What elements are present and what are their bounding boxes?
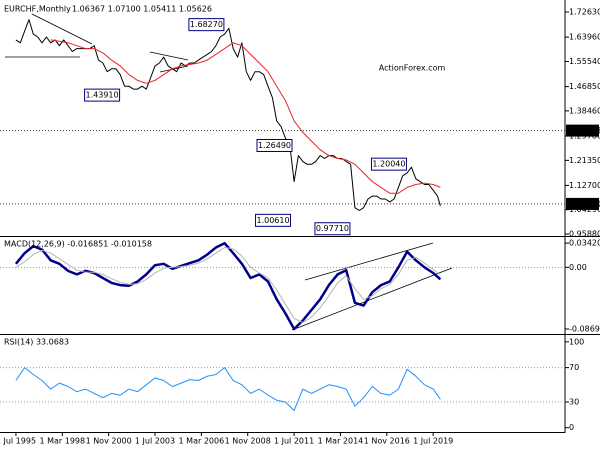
annotation-label: 1.26490 bbox=[258, 141, 291, 150]
trendline bbox=[159, 65, 189, 73]
x-tick-label: 1 Nov 2008 bbox=[225, 437, 271, 446]
y-tick-label: 0.00 bbox=[569, 263, 587, 272]
y-tick-label: 0.034203 bbox=[569, 239, 600, 248]
y-tick-label: 1.63960 bbox=[569, 33, 600, 42]
annotation-label: 0.97710 bbox=[316, 224, 349, 233]
y-tick-label: 1.12700 bbox=[569, 181, 600, 190]
y-tick-label: 1.55540 bbox=[569, 57, 600, 66]
annotation-box bbox=[84, 88, 121, 102]
level-box bbox=[566, 124, 599, 137]
trendline bbox=[149, 51, 189, 61]
y-tick-label: 0 bbox=[569, 423, 574, 432]
y-tick-label: 30 bbox=[569, 397, 579, 406]
x-tick-label: 1 Mar 2006 bbox=[179, 437, 225, 446]
series-line bbox=[15, 247, 441, 324]
annotation-box bbox=[188, 18, 225, 32]
x-tick-label: 1 Nov 2016 bbox=[364, 437, 410, 446]
y-tick-label: 1.38460 bbox=[569, 106, 600, 115]
y-tick-label: 1.21350 bbox=[569, 156, 600, 165]
x-tick-label: 1 Mar 2014 bbox=[318, 437, 364, 446]
annotation-box bbox=[255, 213, 292, 227]
trendlines bbox=[5, 13, 453, 331]
annotation-label: 1.68270 bbox=[190, 20, 223, 29]
annotation-label: 1.43910 bbox=[86, 91, 119, 100]
y-tick-label: 100 bbox=[569, 337, 584, 346]
panel-title: EURCHF,Monthly bbox=[4, 5, 71, 14]
panel-title: RSI(14) 33.0683 bbox=[4, 338, 69, 347]
annotation-label: 1.00610 bbox=[256, 216, 289, 225]
annotation-box bbox=[370, 157, 407, 171]
x-tick-label: 1 Jul 2011 bbox=[274, 437, 314, 446]
y-tick-label: 1.46850 bbox=[569, 82, 600, 91]
x-tick-label: 1 Jul 2003 bbox=[135, 437, 175, 446]
panel-title: MACD(12,26,9) -0.016851 -0.010158 bbox=[4, 240, 152, 249]
trendline bbox=[31, 13, 93, 45]
annotation-box bbox=[314, 222, 351, 236]
series-line bbox=[50, 39, 441, 194]
panel-subtitle: 1.06367 1.07100 1.05411 1.05626 bbox=[72, 5, 212, 14]
x-tick-label: 1 Nov 2000 bbox=[86, 437, 132, 446]
trendline bbox=[291, 267, 453, 331]
annotation-box bbox=[256, 138, 293, 152]
y-tick-label: 70 bbox=[569, 363, 579, 372]
x-tick-label: 1 Jul 1995 bbox=[0, 437, 36, 446]
series-line bbox=[15, 367, 441, 411]
annotation-label: 1.20040 bbox=[372, 160, 405, 169]
y-tick-label: -0.086933 bbox=[569, 324, 600, 333]
level-label: 1.31638 bbox=[568, 126, 600, 135]
x-tick-label: 1 Mar 1998 bbox=[39, 437, 85, 446]
x-tick-label: 1 Jul 2019 bbox=[413, 437, 453, 446]
y-tick-label: 0.95880 bbox=[569, 230, 600, 239]
level-label: 1.06290 bbox=[568, 199, 600, 208]
y-tick-label: 1.72630 bbox=[569, 8, 600, 17]
level-box bbox=[566, 197, 599, 210]
watermark: ActionForex.com bbox=[379, 64, 446, 73]
trendline bbox=[304, 242, 434, 281]
